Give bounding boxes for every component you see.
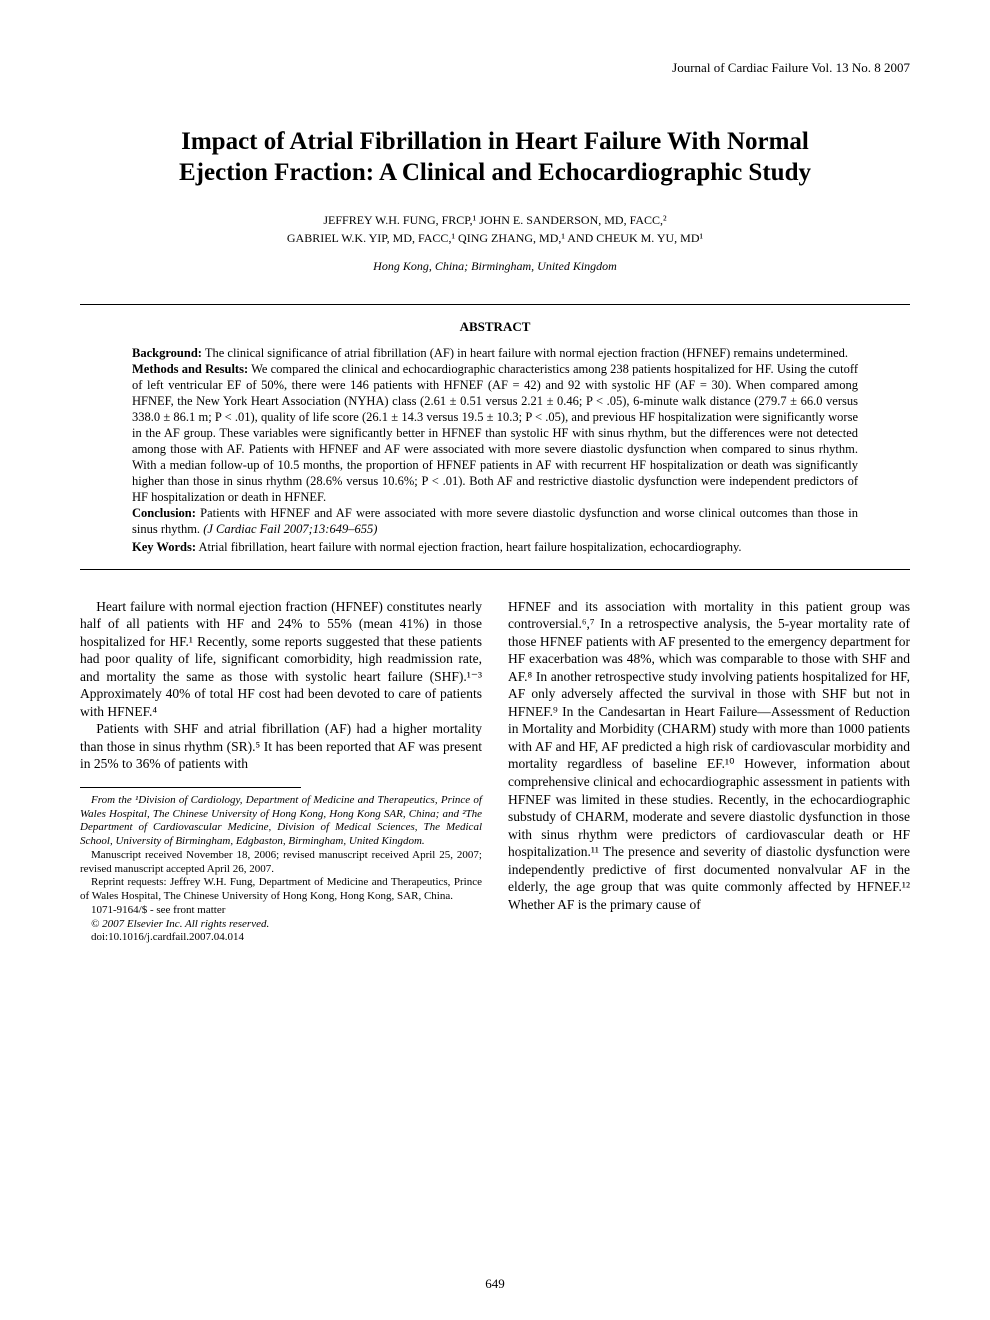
affiliation-cities: Hong Kong, China; Birmingham, United Kin… [80, 259, 910, 274]
page-number: 649 [0, 1276, 990, 1292]
abstract-bg-text: The clinical significance of atrial fibr… [202, 346, 848, 360]
footnote-affiliations: From the ¹Division of Cardiology, Depart… [80, 794, 482, 849]
abstract-box: ABSTRACT Background: The clinical signif… [80, 304, 910, 570]
abstract-mr-label: Methods and Results: [132, 362, 248, 376]
keywords-text: Atrial fibrillation, heart failure with … [196, 540, 742, 554]
body-para-1: Heart failure with normal ejection fract… [80, 598, 482, 721]
footnote-copyright: © 2007 Elsevier Inc. All rights reserved… [80, 918, 482, 932]
footnote-issn: 1071-9164/$ - see front matter [80, 904, 482, 918]
abstract-conclusion: Conclusion: Patients with HFNEF and AF w… [132, 505, 858, 537]
body-para-3: HFNEF and its association with mortality… [508, 598, 910, 914]
abstract-body: Background: The clinical significance of… [132, 345, 858, 555]
authors-line-1: JEFFREY W.H. FUNG, FRCP,¹ JOHN E. SANDER… [323, 213, 666, 227]
footnotes-block: From the ¹Division of Cardiology, Depart… [80, 794, 482, 945]
body-columns: Heart failure with normal ejection fract… [80, 598, 910, 946]
author-list: JEFFREY W.H. FUNG, FRCP,¹ JOHN E. SANDER… [80, 211, 910, 247]
footnote-reprint: Reprint requests: Jeffrey W.H. Fung, Dep… [80, 876, 482, 904]
footnote-manuscript-dates: Manuscript received November 18, 2006; r… [80, 849, 482, 877]
abstract-keywords: Key Words: Atrial fibrillation, heart fa… [132, 539, 858, 555]
abstract-bg-label: Background: [132, 346, 202, 360]
footnote-doi: doi:10.1016/j.cardfail.2007.04.014 [80, 931, 482, 945]
abstract-background: Background: The clinical significance of… [132, 345, 858, 361]
article-title: Impact of Atrial Fibrillation in Heart F… [80, 126, 910, 189]
abstract-citation: (J Cardiac Fail 2007;13:649–655) [203, 522, 377, 536]
left-column: Heart failure with normal ejection fract… [80, 598, 482, 946]
abstract-heading: ABSTRACT [132, 319, 858, 335]
abstract-methods-results: Methods and Results: We compared the cli… [132, 361, 858, 505]
journal-header: Journal of Cardiac Failure Vol. 13 No. 8… [80, 60, 910, 76]
keywords-label: Key Words: [132, 540, 196, 554]
abstract-c-label: Conclusion: [132, 506, 196, 520]
authors-line-2: GABRIEL W.K. YIP, MD, FACC,¹ QING ZHANG,… [287, 231, 703, 245]
title-line-1: Impact of Atrial Fibrillation in Heart F… [181, 128, 809, 155]
right-column: HFNEF and its association with mortality… [508, 598, 910, 946]
abstract-mr-text: We compared the clinical and echocardiog… [132, 362, 858, 504]
title-line-2: Ejection Fraction: A Clinical and Echoca… [179, 159, 811, 186]
body-para-2: Patients with SHF and atrial fibrillatio… [80, 720, 482, 773]
footnote-rule [80, 787, 301, 788]
